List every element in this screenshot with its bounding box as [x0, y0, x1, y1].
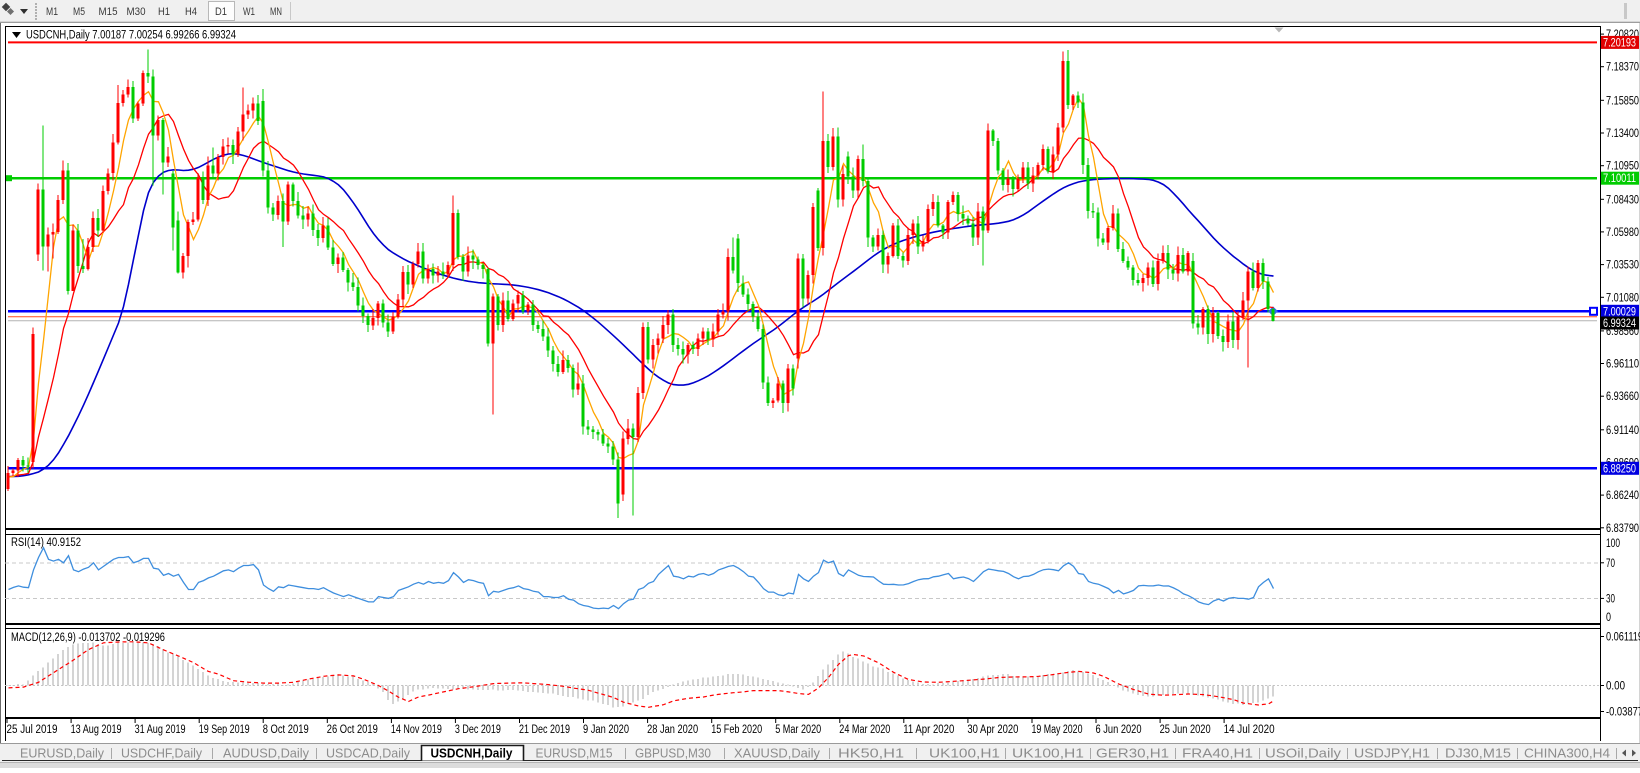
svg-text:25 Jun 2020: 25 Jun 2020 — [1160, 724, 1211, 736]
svg-text:W1: W1 — [243, 6, 255, 18]
svg-text:100: 100 — [1606, 538, 1620, 550]
svg-text:28 Jan 2020: 28 Jan 2020 — [647, 724, 698, 736]
svg-text:0.00: 0.00 — [1606, 681, 1625, 693]
svg-text:7.10950: 7.10950 — [1606, 161, 1639, 173]
svg-text:AUDUSD,Daily: AUDUSD,Daily — [223, 747, 310, 761]
svg-text:0: 0 — [1606, 612, 1611, 624]
svg-text:XAUUSD,Daily: XAUUSD,Daily — [734, 747, 821, 761]
svg-text:7.20193: 7.20193 — [1603, 37, 1636, 49]
svg-text:6.86240: 6.86240 — [1606, 490, 1639, 502]
svg-text:7.03530: 7.03530 — [1606, 260, 1639, 272]
svg-text:7.08430: 7.08430 — [1606, 194, 1639, 206]
svg-text:CHINA300,H4: CHINA300,H4 — [1524, 747, 1610, 761]
svg-text:6.91140: 6.91140 — [1606, 425, 1639, 437]
svg-text:USDCNH,Daily 7.00187 7.00254: USDCNH,Daily 7.00187 7.00254 6.99266 6.9… — [26, 30, 236, 42]
svg-text:7.15850: 7.15850 — [1606, 95, 1639, 107]
svg-text:6.96110: 6.96110 — [1606, 359, 1639, 371]
svg-text:D1: D1 — [215, 6, 227, 18]
svg-text:7.18370: 7.18370 — [1606, 62, 1639, 74]
svg-text:USOil,Daily: USOil,Daily — [1265, 747, 1342, 761]
svg-text:-0.03877: -0.03877 — [1606, 707, 1640, 719]
svg-text:6.93660: 6.93660 — [1606, 391, 1639, 403]
svg-text:6 Jun 2020: 6 Jun 2020 — [1096, 724, 1142, 736]
svg-text:HK50,H1: HK50,H1 — [838, 747, 904, 761]
svg-text:3 Dec 2019: 3 Dec 2019 — [455, 724, 501, 736]
svg-text:26 Oct 2019: 26 Oct 2019 — [327, 724, 378, 736]
svg-text:15 Feb 2020: 15 Feb 2020 — [711, 724, 762, 736]
svg-text:M1: M1 — [46, 6, 58, 18]
svg-text:13 Aug 2019: 13 Aug 2019 — [71, 724, 122, 736]
svg-text:6.83790: 6.83790 — [1606, 523, 1639, 535]
svg-text:UK100,H1: UK100,H1 — [1012, 747, 1084, 761]
svg-text:5 Mar 2020: 5 Mar 2020 — [775, 724, 821, 736]
svg-text:0.061119: 0.061119 — [1606, 632, 1640, 644]
svg-text:7.01080: 7.01080 — [1606, 292, 1639, 304]
svg-text:7.00029: 7.00029 — [1603, 306, 1636, 318]
svg-text:7.10011: 7.10011 — [1603, 173, 1636, 185]
svg-text:MN: MN — [270, 6, 282, 18]
svg-text:RSI(14) 40.9152: RSI(14) 40.9152 — [11, 537, 81, 549]
svg-text:DJ30,M15: DJ30,M15 — [1445, 747, 1511, 761]
svg-text:EURUSD,Daily: EURUSD,Daily — [20, 747, 105, 761]
svg-text:USDJPY,H1: USDJPY,H1 — [1354, 747, 1430, 761]
svg-text:30 Apr 2020: 30 Apr 2020 — [967, 724, 1018, 736]
svg-text:25 Jul 2019: 25 Jul 2019 — [7, 724, 58, 736]
svg-text:M5: M5 — [73, 6, 85, 18]
svg-text:21 Dec 2019: 21 Dec 2019 — [519, 724, 570, 736]
svg-text:11 Apr 2020: 11 Apr 2020 — [903, 724, 954, 736]
svg-text:70: 70 — [1606, 558, 1615, 570]
svg-text:H1: H1 — [158, 6, 170, 18]
svg-text:FRA40,H1: FRA40,H1 — [1182, 747, 1253, 761]
svg-text:EURUSD,M15: EURUSD,M15 — [536, 747, 613, 761]
svg-text:19 Sep 2019: 19 Sep 2019 — [199, 724, 250, 736]
svg-text:MACD(12,26,9) -0.013702 -0.019: MACD(12,26,9) -0.013702 -0.019296 — [11, 632, 165, 644]
svg-text:31 Aug 2019: 31 Aug 2019 — [135, 724, 186, 736]
svg-text:14 Jul 2020: 14 Jul 2020 — [1224, 724, 1275, 736]
svg-text:USDCAD,Daily: USDCAD,Daily — [326, 747, 411, 761]
svg-text:H4: H4 — [185, 6, 197, 18]
svg-text:M30: M30 — [127, 6, 146, 18]
svg-text:M15: M15 — [99, 6, 118, 18]
svg-text:8 Oct 2019: 8 Oct 2019 — [263, 724, 309, 736]
svg-text:6.88250: 6.88250 — [1603, 463, 1636, 475]
svg-text:GER30,H1: GER30,H1 — [1096, 747, 1169, 761]
svg-text:24 Mar 2020: 24 Mar 2020 — [839, 724, 890, 736]
svg-text:UK100,H1: UK100,H1 — [929, 747, 1000, 761]
svg-text:6.99324: 6.99324 — [1603, 318, 1636, 330]
svg-text:7.13400: 7.13400 — [1606, 128, 1639, 140]
svg-text:GBPUSD,M30: GBPUSD,M30 — [635, 747, 711, 761]
svg-text:USDCHF,Daily: USDCHF,Daily — [121, 747, 203, 761]
svg-text:30: 30 — [1606, 593, 1615, 605]
svg-text:USDCNH,Daily: USDCNH,Daily — [431, 746, 514, 761]
svg-text:19 May 2020: 19 May 2020 — [1032, 724, 1083, 736]
svg-text:9 Jan 2020: 9 Jan 2020 — [583, 724, 629, 736]
svg-text:14 Nov 2019: 14 Nov 2019 — [391, 724, 442, 736]
svg-text:7.05980: 7.05980 — [1606, 227, 1639, 239]
